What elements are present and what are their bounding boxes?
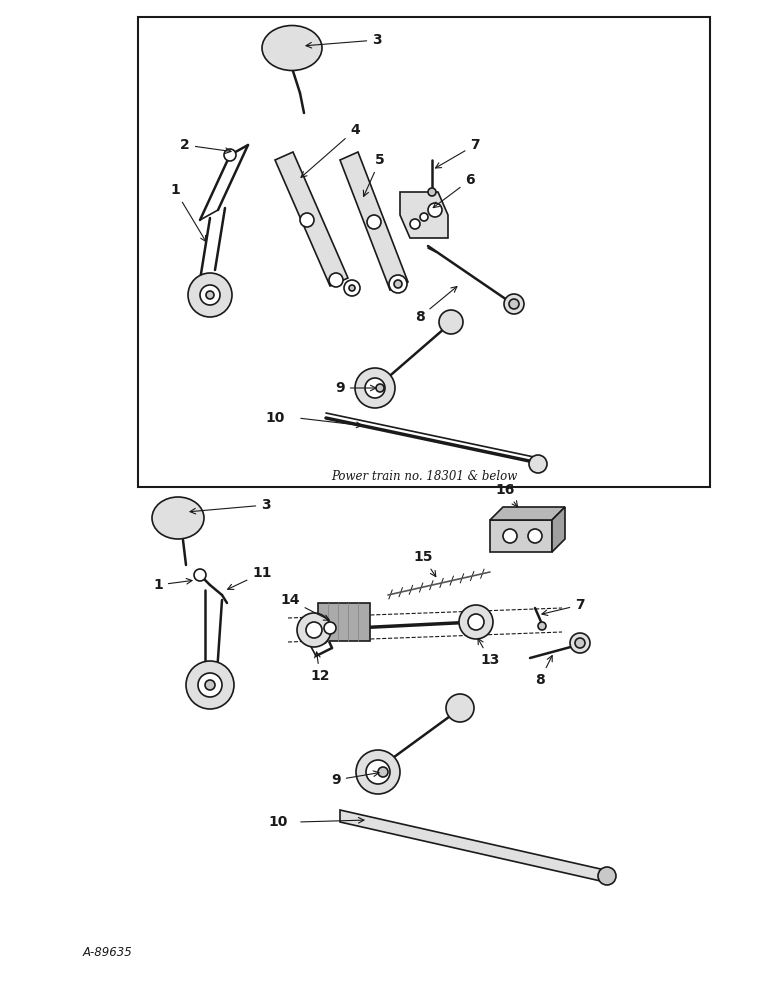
Circle shape bbox=[324, 622, 336, 634]
Polygon shape bbox=[490, 520, 552, 552]
Circle shape bbox=[300, 213, 314, 227]
Circle shape bbox=[459, 605, 493, 639]
Circle shape bbox=[198, 673, 222, 697]
Text: 15: 15 bbox=[413, 550, 436, 577]
Circle shape bbox=[468, 614, 484, 630]
Circle shape bbox=[367, 215, 381, 229]
Text: 10: 10 bbox=[269, 815, 288, 829]
Circle shape bbox=[376, 384, 384, 392]
Text: 12: 12 bbox=[310, 652, 330, 683]
Circle shape bbox=[570, 633, 590, 653]
Text: 9: 9 bbox=[335, 381, 376, 395]
Circle shape bbox=[316, 632, 328, 644]
Circle shape bbox=[205, 680, 215, 690]
Circle shape bbox=[509, 299, 519, 309]
Circle shape bbox=[365, 378, 385, 398]
Circle shape bbox=[378, 767, 388, 777]
Text: 2: 2 bbox=[180, 138, 231, 153]
Text: 3: 3 bbox=[306, 33, 382, 48]
Circle shape bbox=[186, 661, 234, 709]
Circle shape bbox=[504, 294, 524, 314]
Circle shape bbox=[188, 273, 232, 317]
Polygon shape bbox=[275, 152, 348, 286]
Text: 11: 11 bbox=[228, 566, 272, 589]
Circle shape bbox=[206, 291, 214, 299]
Text: Power train no. 18301 & below: Power train no. 18301 & below bbox=[331, 471, 517, 484]
Circle shape bbox=[394, 280, 402, 288]
Circle shape bbox=[528, 529, 542, 543]
Circle shape bbox=[329, 273, 343, 287]
Bar bbox=[138, 17, 710, 487]
Text: 7: 7 bbox=[435, 138, 480, 168]
Text: 3: 3 bbox=[190, 498, 271, 514]
Text: 13: 13 bbox=[478, 639, 499, 667]
Circle shape bbox=[428, 203, 442, 217]
Polygon shape bbox=[490, 507, 565, 520]
Circle shape bbox=[420, 213, 428, 221]
Ellipse shape bbox=[262, 25, 322, 70]
Polygon shape bbox=[340, 810, 605, 882]
Text: 1: 1 bbox=[153, 578, 192, 592]
Circle shape bbox=[446, 694, 474, 722]
Polygon shape bbox=[340, 152, 408, 290]
Circle shape bbox=[355, 368, 395, 408]
Text: 4: 4 bbox=[301, 123, 360, 177]
Circle shape bbox=[306, 622, 322, 638]
Circle shape bbox=[389, 275, 407, 293]
Circle shape bbox=[194, 569, 206, 581]
Text: 1: 1 bbox=[170, 183, 206, 242]
Circle shape bbox=[344, 280, 360, 296]
Circle shape bbox=[598, 867, 616, 885]
Text: 14: 14 bbox=[280, 593, 330, 620]
Circle shape bbox=[529, 455, 547, 473]
Circle shape bbox=[224, 149, 236, 161]
Text: A-89635: A-89635 bbox=[83, 946, 133, 958]
Circle shape bbox=[439, 310, 463, 334]
Text: 16: 16 bbox=[496, 483, 517, 507]
Circle shape bbox=[297, 613, 331, 647]
Bar bbox=[318, 603, 370, 641]
Polygon shape bbox=[400, 192, 448, 238]
Text: 9: 9 bbox=[331, 771, 379, 787]
Text: 6: 6 bbox=[433, 173, 475, 208]
Text: 8: 8 bbox=[535, 656, 552, 687]
Circle shape bbox=[538, 622, 546, 630]
Text: 5: 5 bbox=[364, 153, 385, 196]
Circle shape bbox=[356, 750, 400, 794]
Circle shape bbox=[366, 760, 390, 784]
Text: 8: 8 bbox=[415, 287, 457, 324]
Circle shape bbox=[428, 188, 436, 196]
Text: 10: 10 bbox=[266, 411, 285, 425]
Circle shape bbox=[503, 529, 517, 543]
Polygon shape bbox=[552, 507, 565, 552]
Ellipse shape bbox=[152, 497, 204, 539]
Circle shape bbox=[575, 638, 585, 648]
Circle shape bbox=[410, 219, 420, 229]
Circle shape bbox=[200, 285, 220, 305]
Circle shape bbox=[349, 285, 355, 291]
Text: 7: 7 bbox=[542, 598, 585, 615]
